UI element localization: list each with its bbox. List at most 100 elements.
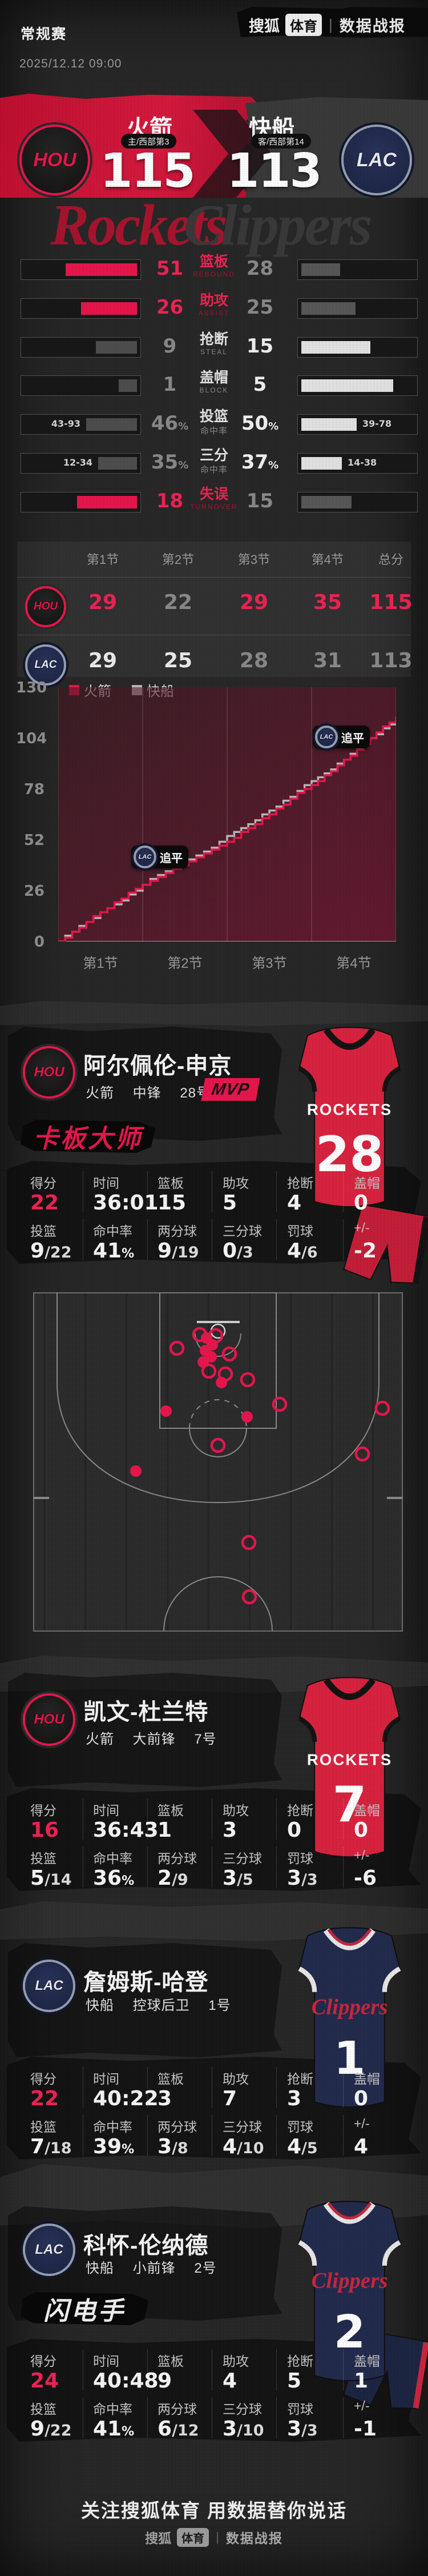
brand-sports-badge: 体育	[285, 14, 322, 36]
player-meta: 快船 控球后卫 1号	[86, 1998, 231, 2013]
home-stat-bar-fill	[77, 496, 137, 508]
player-stat-label: 抢断	[287, 1176, 313, 1191]
player-stat-label: 得分	[30, 2072, 56, 2086]
player-stat-value: 1	[354, 2369, 369, 2393]
league-label: 常规赛	[21, 26, 67, 42]
player-stat-label: 命中率	[93, 1224, 132, 1239]
stat-label-sub: TURNOVER	[190, 503, 238, 511]
player-stat-value: 3/3	[287, 1866, 318, 1890]
player-stat-value: 15	[158, 1191, 187, 1215]
quarter-score-value: 31	[313, 649, 342, 672]
svg-text:1: 1	[334, 2032, 366, 2085]
player-stat-label: 三分球	[223, 2402, 262, 2417]
player-name: 科怀-伦纳德	[83, 2233, 209, 2258]
player-stat-value: 5/14	[30, 1866, 72, 1890]
player-stat-value: 4/5	[287, 2135, 318, 2158]
player-tag: 闪电手	[21, 2292, 148, 2325]
player-stat-label: 抢断	[287, 1803, 313, 1818]
stats-column-divider	[343, 1798, 344, 1840]
player-meta: 火箭 中锋 28号	[86, 1085, 211, 1101]
stats-column-divider	[147, 2067, 148, 2108]
player-stat-label: 抢断	[287, 2354, 313, 2369]
quarter-score-value: 113	[369, 649, 413, 672]
home-stat-bar-fill	[81, 302, 137, 315]
column-header: 第4节	[311, 552, 344, 567]
home-stat-value: 18	[156, 490, 184, 512]
player-stat-label: 盖帽	[354, 2354, 380, 2369]
missed-shot-marker	[201, 1363, 217, 1379]
missed-shot-marker	[240, 1372, 256, 1388]
player-stat-label: 盖帽	[354, 1803, 380, 1818]
column-header: 总分	[378, 552, 403, 567]
stats-column-divider	[147, 1171, 148, 1212]
missed-shot-marker	[169, 1340, 185, 1356]
svg-text:ROCKETS: ROCKETS	[307, 1101, 392, 1119]
home-trend-line	[58, 716, 396, 942]
stat-label: 投篮 命中率	[171, 409, 257, 436]
missed-shot-marker	[221, 1346, 237, 1362]
stat-label-main: 失误	[199, 486, 228, 502]
player-stat-label: 罚球	[287, 2120, 313, 2134]
quarter-score-table: 第1节 第2节 第3节 第4节 总分 HOU 29 22 29 35 115 LAC 29 25 28 31 1…	[17, 542, 413, 686]
player-stat-value: 36%	[93, 1866, 135, 1890]
stats-column-divider	[276, 2349, 277, 2390]
away-stat-value: 5	[253, 373, 267, 396]
brand-report: 数据战报	[225, 2531, 283, 2546]
player-stat-label: 得分	[30, 1803, 56, 1818]
player-jersey: ROCKETS 7	[298, 1677, 401, 1858]
away-stat-bar: 39-78	[297, 414, 418, 435]
player-stat-value: 36:01	[93, 1191, 159, 1215]
svg-text:Clippers: Clippers	[312, 1995, 388, 2020]
brand-divider: |	[329, 16, 333, 33]
player-jersey: Clippers 1	[298, 1927, 401, 2108]
game-datetime: 2025/12.12 09:00	[19, 57, 122, 70]
away-stat-bar	[297, 337, 418, 358]
home-stat-value: 51	[156, 257, 184, 280]
tie-annotation-label: 追平	[160, 852, 183, 865]
stat-label-sub: REBOUND	[192, 270, 235, 279]
away-stat-value: 37%	[241, 451, 279, 474]
shot-chart-court	[33, 1292, 403, 1632]
player-stat-value: 9/22	[30, 1239, 72, 1263]
player-stat-value: 40:48	[93, 2369, 159, 2393]
player-tag: 卡板大师	[21, 1120, 155, 1153]
away-stat-bar	[297, 492, 418, 512]
home-stat-detail: 12-34	[63, 457, 92, 468]
quarter-score-value: 29	[88, 591, 118, 614]
player-stat-label: 三分球	[223, 2120, 262, 2134]
player-jersey-wrap: ROCKETS 7	[285, 1673, 414, 1876]
svg-text:7: 7	[333, 1776, 367, 1833]
stats-column-divider	[147, 1798, 148, 1840]
card-divider-band	[0, 1001, 428, 1026]
tie-annotation-label: 追平	[341, 732, 364, 745]
made-shot-marker	[216, 1377, 227, 1388]
home-team-rank: 主/西部第3	[121, 134, 176, 149]
player-jersey-wrap: ROCKETS 28	[285, 1023, 414, 1225]
stat-label: 抢断 STEAL	[171, 332, 257, 356]
player-stat-value: 0	[354, 2087, 369, 2110]
lac-mini-logo: LAC	[134, 846, 156, 868]
missed-shot-marker	[272, 1396, 288, 1412]
away-stat-bar-fill	[301, 457, 342, 470]
player-stat-value: -2	[354, 1239, 377, 1263]
home-stat-bar	[21, 259, 141, 280]
stats-column-divider	[343, 1219, 344, 1260]
tie-annotation-badge: LAC 追平	[131, 846, 188, 868]
stats-column-divider	[343, 1846, 344, 1888]
stats-column-divider	[343, 1171, 344, 1212]
player-stat-value: 0	[354, 1818, 369, 1842]
y-axis-tick: 130	[16, 679, 47, 696]
stats-column-divider	[147, 2115, 148, 2156]
player-stat-label: 助攻	[223, 1803, 249, 1818]
player-stat-label: 篮板	[158, 2354, 184, 2369]
player-stat-value: 3/8	[158, 2135, 188, 2158]
away-stat-bar	[297, 298, 418, 319]
brand-divider: |	[216, 2530, 219, 2544]
player-stat-label: 篮板	[158, 1176, 184, 1191]
player-stat-label: 得分	[30, 1176, 56, 1191]
missed-shot-marker	[354, 1446, 370, 1462]
player-stat-label: 投篮	[30, 2402, 56, 2417]
stats-column-divider	[276, 1846, 277, 1888]
player-stat-value: 22	[30, 1191, 59, 1215]
away-stat-bar	[297, 375, 418, 396]
